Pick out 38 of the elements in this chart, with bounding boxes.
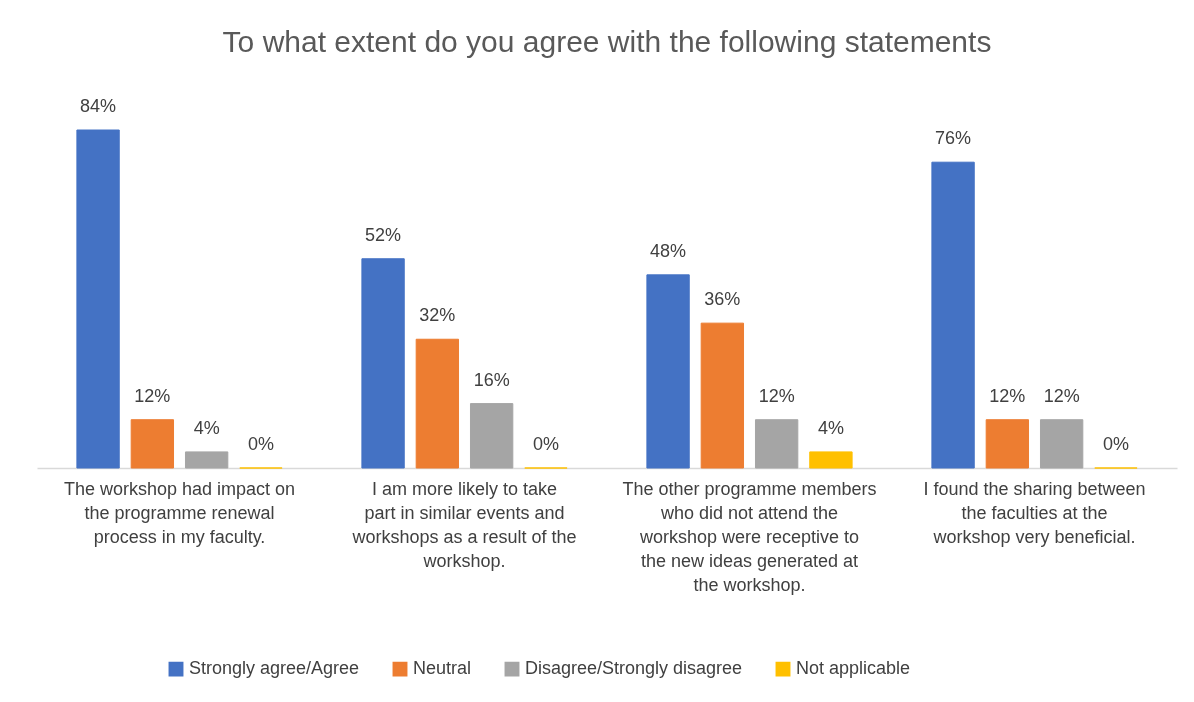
data-label: 76%: [935, 128, 972, 149]
data-label: 4%: [193, 417, 220, 438]
chart-title: To what extent do you agree with the following statements: [222, 25, 992, 58]
data-label: 0%: [1102, 434, 1129, 454]
data-label: 12%: [1043, 385, 1080, 406]
data-label: 36%: [704, 289, 741, 310]
bar: [415, 338, 460, 469]
bar: [76, 129, 120, 469]
data-label: 0%: [532, 434, 559, 454]
data-label: 32%: [419, 305, 456, 326]
data-label: 12%: [758, 385, 795, 406]
bar: [361, 258, 405, 469]
data-label: 0%: [247, 434, 274, 454]
x-tick-label: The workshop had impact on the programme renewal process in my faculty.: [63, 478, 296, 547]
bar: [700, 322, 745, 469]
data-label: 4%: [817, 417, 844, 438]
bar: [1039, 419, 1084, 469]
x-tick-label: I found the sharing between the faculties at the workshop very beneficial.: [923, 478, 1146, 547]
x-tick-label: The other programme members who did not attend the workshop were receptive to the new ideas generated at the workshop.: [622, 478, 877, 595]
data-label: 48%: [650, 240, 687, 261]
bar: [184, 451, 229, 469]
bar: [469, 403, 514, 469]
legend-label: Strongly agree/Agree: [189, 658, 360, 679]
bar: [985, 419, 1030, 469]
legend-label: Not applicable: [796, 658, 911, 679]
bar: [646, 274, 690, 469]
data-label: 16%: [473, 369, 510, 390]
bar: [130, 419, 175, 469]
data-label: 12%: [989, 385, 1026, 406]
legend-label: Disagree/Strongly disagree: [525, 658, 743, 679]
data-label: 52%: [365, 224, 402, 245]
x-tick-label: I am more likely to take part in similar events and workshops as a result of the workshop.: [351, 478, 577, 571]
data-label: 84%: [80, 96, 117, 116]
legend-label: Neutral: [413, 658, 472, 679]
bar: [809, 451, 853, 469]
bar: [931, 161, 975, 469]
bar: [754, 419, 799, 469]
data-label: 12%: [134, 385, 171, 406]
